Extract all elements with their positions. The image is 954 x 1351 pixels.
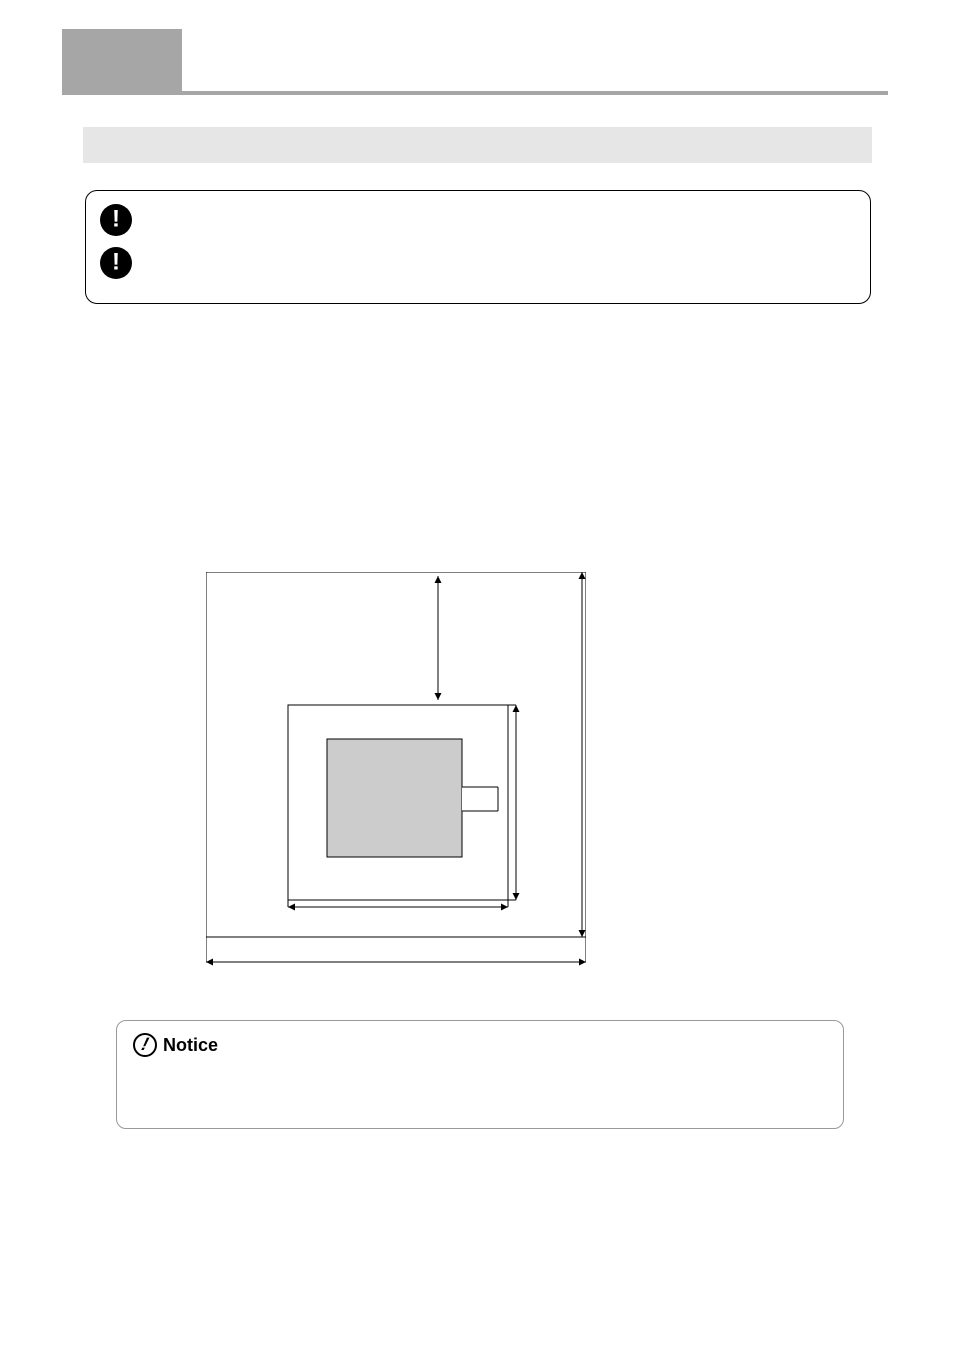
dimensional-diagram <box>206 572 586 942</box>
exclamation-icon <box>100 204 132 236</box>
header-l-bar <box>62 29 182 91</box>
notice-callout: Notice <box>116 1020 844 1129</box>
notice-header: Notice <box>133 1033 218 1057</box>
section-title-band <box>83 127 872 163</box>
notice-exclamation-icon <box>133 1033 157 1057</box>
notice-label: Notice <box>163 1035 218 1056</box>
exclamation-icon <box>100 247 132 279</box>
caution-callout <box>85 190 871 304</box>
